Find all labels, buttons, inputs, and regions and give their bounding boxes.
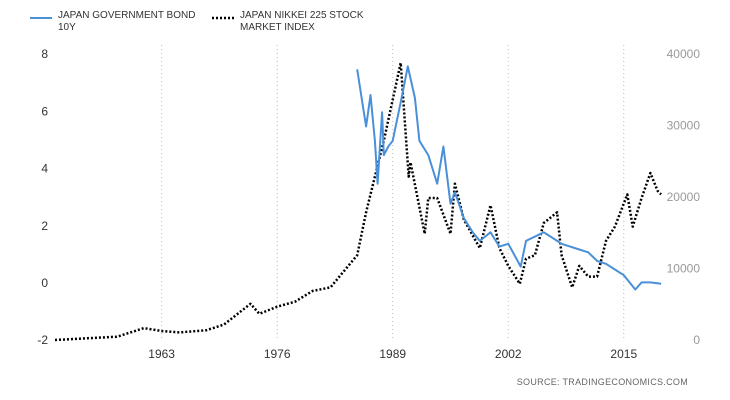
x-tick-label: 2002 xyxy=(495,347,522,361)
y2-tick-label: 10000 xyxy=(667,262,701,276)
y2-tick-label: 20000 xyxy=(667,190,701,204)
y-tick-label: 0 xyxy=(41,276,48,290)
legend-item: JAPAN NIKKEI 225 STOCK MARKET INDEX xyxy=(212,10,380,34)
x-tick-label: 1989 xyxy=(379,347,406,361)
y-tick-label: 8 xyxy=(41,47,48,61)
y2-tick-label: 40000 xyxy=(667,47,701,61)
x-tick-label: 1976 xyxy=(264,347,291,361)
source: SOURCE: TRADINGECONOMICS.COM xyxy=(516,377,688,387)
x-tick-label: 2015 xyxy=(610,347,637,361)
legend-item: JAPAN GOVERNMENT BOND 10Y xyxy=(30,10,198,34)
y-tick-label: 6 xyxy=(41,104,48,118)
legend-key xyxy=(30,17,52,19)
series-line xyxy=(356,65,662,291)
legend-label: JAPAN NIKKEI 225 STOCK MARKET INDEX xyxy=(240,10,364,33)
x-tick-label: 1963 xyxy=(148,347,175,361)
y-tick-label: 4 xyxy=(41,162,48,176)
y2-tick-label: 30000 xyxy=(667,119,701,133)
y-tick-label: -2 xyxy=(37,333,48,347)
series-line xyxy=(54,61,662,342)
legend-label: JAPAN GOVERNMENT BOND 10Y xyxy=(58,10,196,33)
y2-tick-label: 0 xyxy=(693,333,700,347)
y-tick-label: 2 xyxy=(41,219,48,233)
